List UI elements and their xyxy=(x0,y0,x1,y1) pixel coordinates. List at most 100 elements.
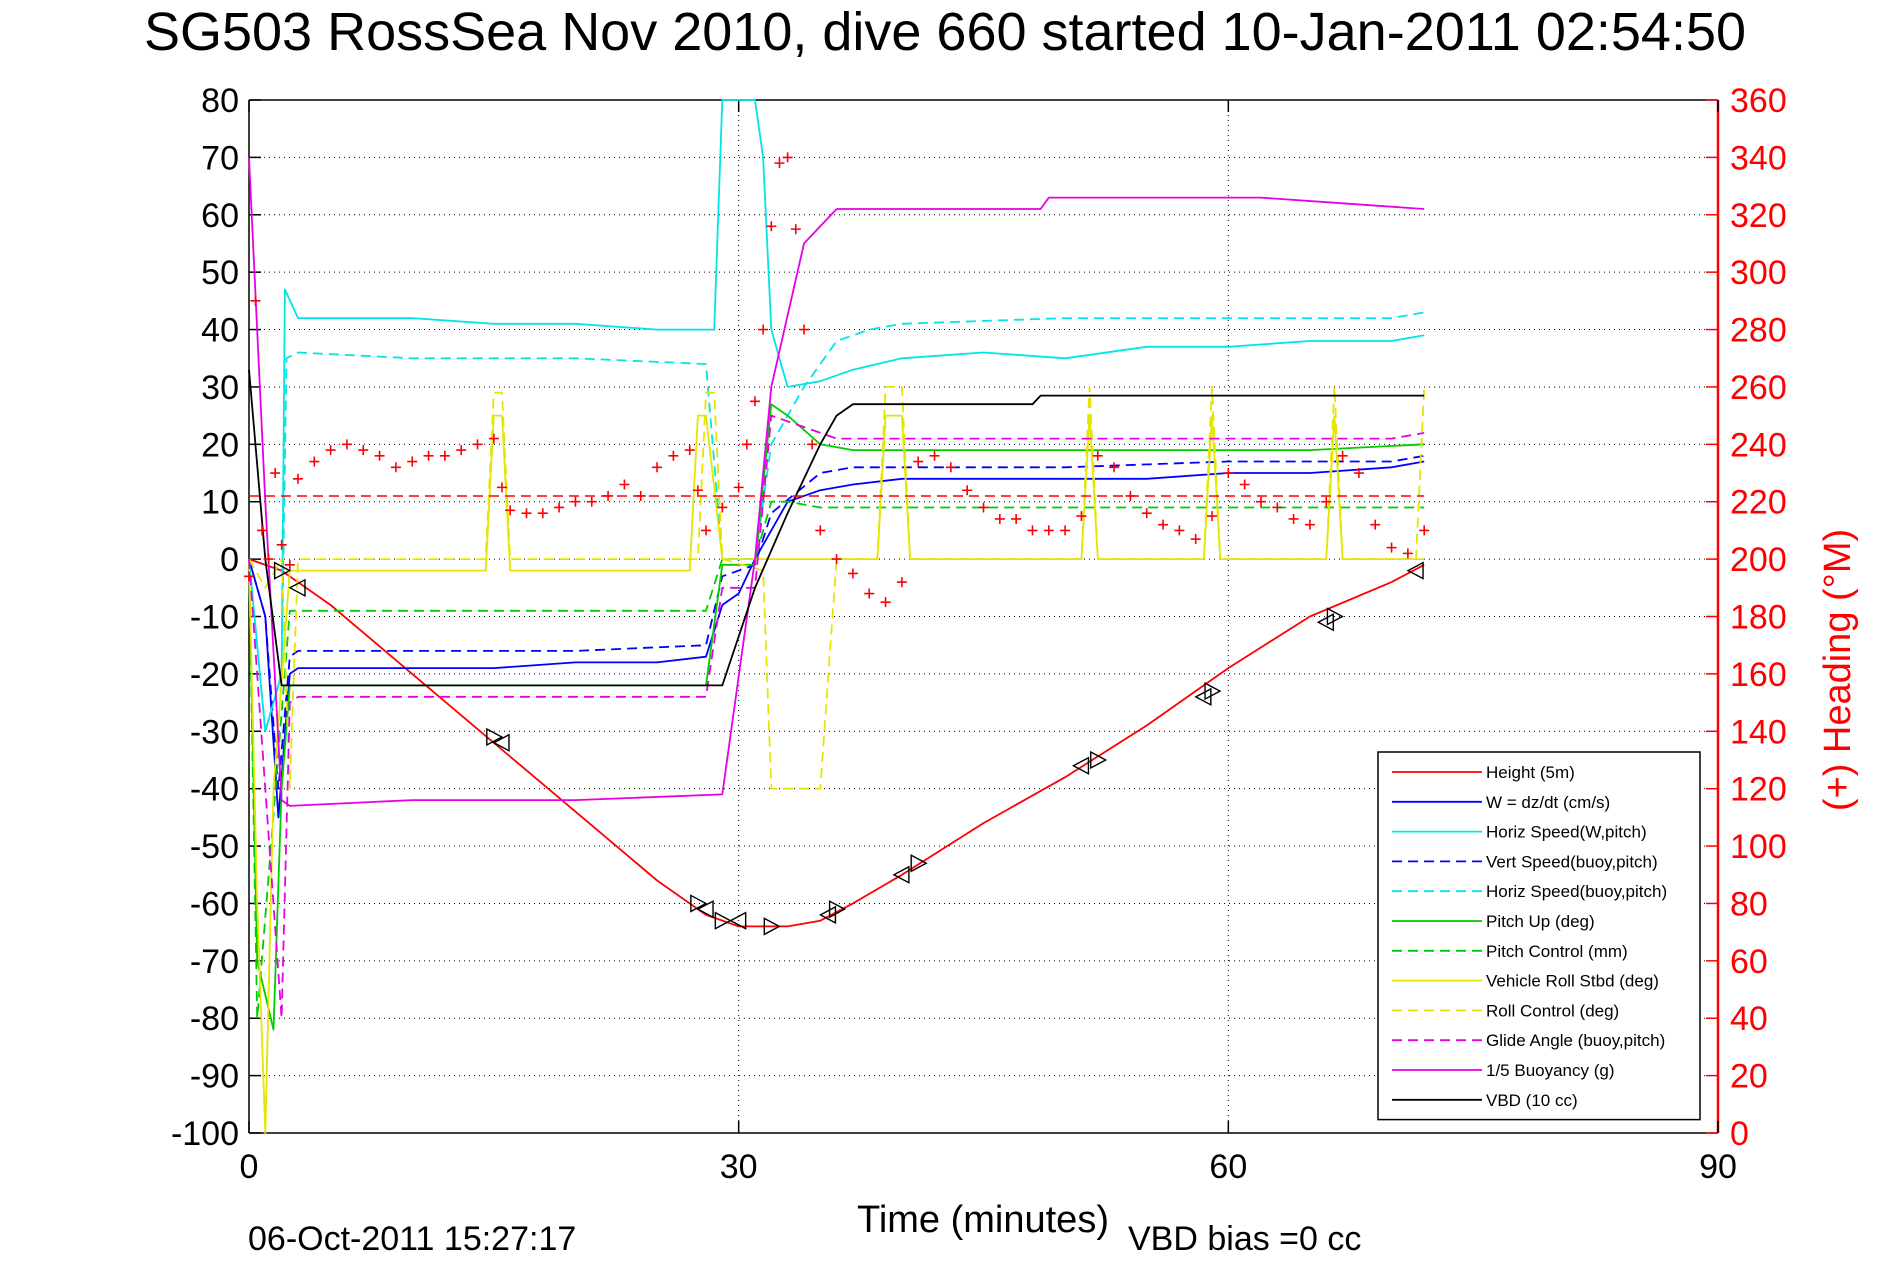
heading-series xyxy=(244,152,1430,608)
y-tick-label-left: 40 xyxy=(201,312,239,350)
y-tick-label-right: 120 xyxy=(1730,771,1787,809)
height-markers xyxy=(273,561,1424,936)
height-marker xyxy=(1071,756,1090,775)
y-tick-label-right: 140 xyxy=(1730,713,1787,751)
heading-point xyxy=(284,559,295,570)
heading-point xyxy=(1370,519,1381,530)
y-tick-label-left: 50 xyxy=(201,254,239,292)
heading-point xyxy=(250,295,261,306)
heading-point xyxy=(270,468,281,479)
legend-label: VBD (10 cc) xyxy=(1486,1091,1578,1110)
heading-point xyxy=(684,445,695,456)
heading-point xyxy=(945,462,956,473)
heading-point xyxy=(1027,525,1038,536)
heading-point xyxy=(847,568,858,579)
height-marker xyxy=(288,578,306,597)
heading-point xyxy=(831,554,842,565)
heading-point xyxy=(1272,502,1283,513)
y-tick-label-left: -100 xyxy=(171,1115,239,1153)
heading-point xyxy=(929,450,940,461)
series-pitch-control-mm xyxy=(248,500,1425,1020)
heading-point xyxy=(896,577,907,588)
y-tick-label-left: 20 xyxy=(201,426,239,464)
height-marker xyxy=(1204,681,1222,701)
y-tick-label-right: 260 xyxy=(1730,369,1787,407)
y-tick-label-left: -70 xyxy=(190,943,239,981)
y-tick-label-left: 30 xyxy=(201,369,239,407)
heading-point xyxy=(325,445,336,456)
y-tick-label-left: 0 xyxy=(220,541,239,579)
heading-point xyxy=(717,502,728,513)
height-marker xyxy=(1406,561,1424,580)
legend-label: Glide Angle (buoy,pitch) xyxy=(1486,1031,1665,1050)
y-tick-label-left: 60 xyxy=(201,197,239,235)
y-tick-label-right: 20 xyxy=(1730,1058,1768,1096)
heading-point xyxy=(652,462,663,473)
y-tick-label-right: 160 xyxy=(1730,656,1787,694)
heading-point xyxy=(244,571,254,582)
x-tick-label: 60 xyxy=(1209,1148,1247,1186)
height-marker xyxy=(714,911,732,930)
series-vbd-10-cc xyxy=(248,369,1425,687)
heading-point xyxy=(1158,519,1169,530)
legend-label: W = dz/dt (cm/s) xyxy=(1486,793,1610,812)
x-axis-label: Time (minutes) xyxy=(857,1199,1109,1241)
height-marker xyxy=(828,900,847,919)
heading-point xyxy=(309,456,320,467)
height-marker xyxy=(1326,607,1344,626)
series-vert-speed-buoy-pitch xyxy=(248,454,1425,790)
legend-label: Pitch Up (deg) xyxy=(1486,912,1595,931)
heading-point xyxy=(341,439,352,450)
height-marker xyxy=(492,733,510,752)
heading-point xyxy=(456,445,467,456)
heading-point xyxy=(1304,519,1315,530)
y-tick-label-right: 180 xyxy=(1730,599,1787,637)
y-tick-label-right: 340 xyxy=(1730,139,1787,177)
y-tick-label-left: 80 xyxy=(201,82,239,120)
legend-label: Pitch Control (mm) xyxy=(1486,942,1628,961)
y-tick-label-right: 100 xyxy=(1730,828,1787,866)
heading-point xyxy=(472,439,483,450)
data-series xyxy=(248,99,1426,1134)
legend-label: Horiz Speed(W,pitch) xyxy=(1486,823,1647,842)
heading-point xyxy=(603,490,614,501)
y-tick-label-left: -90 xyxy=(190,1058,239,1096)
heading-point xyxy=(439,450,450,461)
heading-point xyxy=(1190,534,1201,545)
height-marker xyxy=(1090,750,1108,770)
heading-point xyxy=(1255,496,1266,507)
heading-point xyxy=(586,496,597,507)
grid-lines xyxy=(249,100,1718,1133)
heading-point xyxy=(1043,525,1054,536)
heading-point xyxy=(292,473,303,484)
heading-point xyxy=(1060,525,1071,536)
heading-point xyxy=(815,525,826,536)
legend: Height (5m) W = dz/dt (cm/s) Horiz Speed(W… xyxy=(1377,751,1701,1121)
heading-point xyxy=(733,482,744,493)
heading-point xyxy=(257,525,268,536)
height-marker xyxy=(910,854,928,873)
heading-point xyxy=(1402,548,1413,559)
series-vehicle-roll-stbd-deg xyxy=(248,414,1425,1134)
height-marker xyxy=(696,900,714,919)
heading-point xyxy=(537,508,548,519)
legend-label: Vehicle Roll Stbd (deg) xyxy=(1486,972,1659,991)
series-w-dz-dt-cm-s xyxy=(248,460,1425,819)
x-tick-label: 90 xyxy=(1699,1148,1737,1186)
chart-title: SG503 RossSea Nov 2010, dive 660 started… xyxy=(144,2,1746,62)
y-tick-label-right: 60 xyxy=(1730,943,1768,981)
series-horiz-speed-buoy-pitch xyxy=(248,311,1425,733)
heading-point xyxy=(1207,511,1218,522)
height-marker xyxy=(1316,613,1334,632)
legend-label: Height (5m) xyxy=(1486,763,1575,782)
y-tick-label-right: 0 xyxy=(1730,1115,1749,1153)
heading-point xyxy=(505,505,516,516)
legend-label: Horiz Speed(buoy,pitch) xyxy=(1486,882,1667,901)
y-tick-label-left: -20 xyxy=(190,656,239,694)
heading-point xyxy=(1288,513,1299,524)
heading-point xyxy=(774,158,785,169)
y-tick-label-left: -60 xyxy=(190,885,239,923)
series-horiz-speed-w-pitch xyxy=(248,99,1425,733)
heading-point xyxy=(374,450,385,461)
y-tick-label-right: 40 xyxy=(1730,1000,1768,1038)
